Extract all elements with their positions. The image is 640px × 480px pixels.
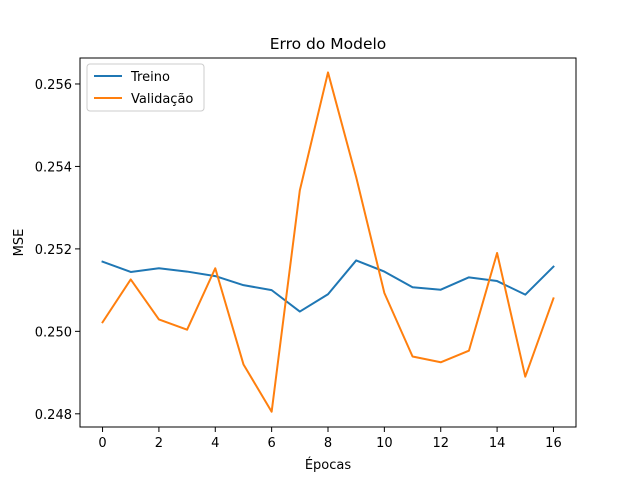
series-line-1 <box>101 71 555 413</box>
x-tick-label: 14 <box>489 436 506 451</box>
x-tick-label: 16 <box>545 436 562 451</box>
legend: Treino Validação <box>86 63 205 112</box>
legend-label-0: Treino <box>130 70 170 85</box>
x-tick-label: 0 <box>98 436 106 451</box>
legend-label-1: Validação <box>131 92 193 107</box>
plot-area <box>80 58 576 427</box>
axes-layer: 0 2 4 6 8 10 12 14 16 0.248 0.250 0.252 0.254 0.256 <box>35 57 577 451</box>
x-axis-label: Épocas <box>305 457 352 473</box>
y-tick-label: 0.256 <box>35 78 72 93</box>
x-tick-label: 12 <box>432 436 449 451</box>
y-tick-label: 0.254 <box>35 160 72 175</box>
y-tick-label: 0.252 <box>35 243 72 258</box>
x-tick-label: 2 <box>155 436 163 451</box>
x-tick-label: 6 <box>267 436 275 451</box>
x-tick-label: 8 <box>324 436 332 451</box>
chart-title: Erro do Modelo <box>270 35 387 53</box>
y-tick-label: 0.248 <box>35 408 72 423</box>
x-tick-label: 10 <box>376 436 393 451</box>
y-tick-label: 0.250 <box>35 325 72 340</box>
y-axis-label: MSE <box>12 229 27 257</box>
series-line-0 <box>101 259 555 313</box>
x-tick-label: 4 <box>211 436 219 451</box>
series-layer <box>101 71 555 413</box>
